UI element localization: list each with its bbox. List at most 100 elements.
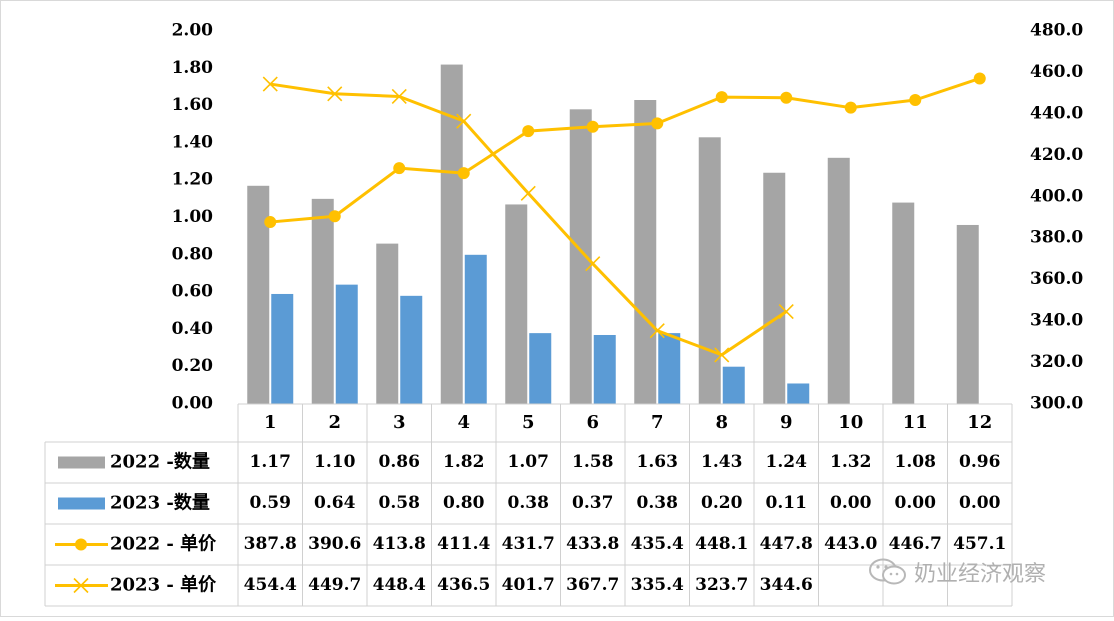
data-label: 367.7 xyxy=(566,575,619,595)
y-left-tick-label: 1.60 xyxy=(172,95,214,115)
point-2022-price xyxy=(522,125,535,138)
y-right-tick-label: 480.0 xyxy=(1030,21,1083,41)
y-right-tick-label: 340.0 xyxy=(1030,311,1083,331)
data-label: 0.00 xyxy=(895,493,937,513)
bar-2022-qty xyxy=(376,243,399,404)
bar-2023-qty xyxy=(464,254,487,404)
bar-2023-qty xyxy=(722,366,745,404)
data-label: 447.8 xyxy=(760,534,813,554)
legend-label: 2023 -数量 xyxy=(110,492,210,514)
data-label: 454.4 xyxy=(244,575,297,595)
point-2022-price xyxy=(586,120,599,133)
y-left-tick-label: 1.40 xyxy=(172,132,214,152)
data-label: 323.7 xyxy=(695,575,748,595)
data-label: 0.86 xyxy=(379,452,420,472)
watermark-text: 奶业经济观察 xyxy=(914,562,1047,587)
data-label: 446.7 xyxy=(889,534,942,554)
data-label: 344.6 xyxy=(760,575,813,595)
y-right-tick-label: 300.0 xyxy=(1030,394,1083,414)
y-left-tick-label: 0.20 xyxy=(172,356,214,376)
legend-label: 2022 -数量 xyxy=(110,451,210,473)
data-label: 457.1 xyxy=(953,534,1006,554)
point-2023-price xyxy=(714,347,730,363)
data-label: 0.11 xyxy=(766,493,807,513)
x-tick-label: 5 xyxy=(522,412,535,433)
data-label: 335.4 xyxy=(631,575,684,595)
bar-2022-qty xyxy=(505,204,528,404)
data-label: 0.20 xyxy=(701,493,743,513)
point-2022-price xyxy=(973,72,986,85)
bar-2023-qty xyxy=(593,334,616,404)
y-right-tick-label: 380.0 xyxy=(1030,228,1083,248)
y-right-tick-label: 400.0 xyxy=(1030,186,1083,206)
bar-2022-qty xyxy=(892,202,915,404)
data-label: 0.00 xyxy=(830,493,872,513)
point-2022-price xyxy=(844,101,857,114)
point-2022-price xyxy=(393,162,406,175)
y-right-tick-label: 440.0 xyxy=(1030,103,1083,123)
data-label: 387.8 xyxy=(244,534,297,554)
data-label: 0.58 xyxy=(379,493,420,513)
data-label: 436.5 xyxy=(437,575,490,595)
data-label: 1.07 xyxy=(508,452,549,472)
data-label: 443.0 xyxy=(824,534,877,554)
legend-key-marker xyxy=(73,577,89,594)
x-tick-label: 3 xyxy=(393,412,406,433)
bar-2023-qty xyxy=(658,333,681,404)
bar-2022-qty xyxy=(634,100,657,404)
y-left-tick-label: 0.00 xyxy=(172,394,214,414)
bar-2023-qty xyxy=(529,333,552,404)
x-tick-label: 8 xyxy=(715,412,728,433)
point-2022-price xyxy=(457,167,470,180)
point-2023-price xyxy=(520,185,536,201)
x-tick-label: 12 xyxy=(967,412,992,433)
point-2022-price xyxy=(909,94,922,107)
data-label: 0.96 xyxy=(959,452,1000,472)
data-label: 401.7 xyxy=(502,575,555,595)
point-2023-price xyxy=(327,86,343,102)
data-label: 0.80 xyxy=(443,493,485,513)
y-left-tick-label: 0.40 xyxy=(172,319,214,339)
data-label: 0.59 xyxy=(250,493,291,513)
bar-2023-qty xyxy=(400,295,423,404)
point-2023-price xyxy=(391,88,407,105)
data-label: 435.4 xyxy=(631,534,684,554)
point-2022-price xyxy=(264,216,277,229)
data-label: 1.43 xyxy=(701,452,742,472)
data-label: 449.7 xyxy=(308,575,361,595)
point-2023-price xyxy=(649,323,665,339)
data-label: 0.38 xyxy=(508,493,549,513)
legend-label: 2022 - 单价 xyxy=(110,533,217,555)
bar-2023-qty xyxy=(271,293,294,404)
wechat-icon xyxy=(869,558,906,585)
data-label: 0.38 xyxy=(637,493,678,513)
data-label: 1.82 xyxy=(443,452,484,472)
point-2022-price xyxy=(328,210,341,223)
data-label: 0.64 xyxy=(314,493,356,513)
y-right-tick-label: 320.0 xyxy=(1030,352,1083,372)
bar-2022-qty xyxy=(956,224,979,404)
x-tick-label: 1 xyxy=(264,412,277,433)
legend-key-bar xyxy=(58,497,105,510)
bar-2022-qty xyxy=(440,64,463,404)
data-label: 390.6 xyxy=(308,534,361,554)
point-2022-price xyxy=(780,91,793,104)
bar-2023-qty xyxy=(787,383,810,404)
data-label: 448.1 xyxy=(695,534,748,554)
data-label: 1.32 xyxy=(830,452,871,472)
data-label: 431.7 xyxy=(502,534,555,554)
bar-2022-qty xyxy=(698,137,721,404)
y-left-tick-label: 1.80 xyxy=(172,58,214,78)
x-tick-label: 9 xyxy=(780,412,793,433)
y-left-tick-label: 2.00 xyxy=(172,21,214,41)
y-left-tick-label: 0.60 xyxy=(172,282,214,302)
x-tick-label: 4 xyxy=(457,412,470,433)
bar-2022-qty xyxy=(247,185,270,404)
data-label: 433.8 xyxy=(566,534,619,554)
y-right-tick-label: 360.0 xyxy=(1030,269,1083,289)
x-tick-label: 2 xyxy=(328,412,341,433)
y-left-tick-label: 1.20 xyxy=(172,170,214,190)
point-2023-price xyxy=(585,256,601,272)
